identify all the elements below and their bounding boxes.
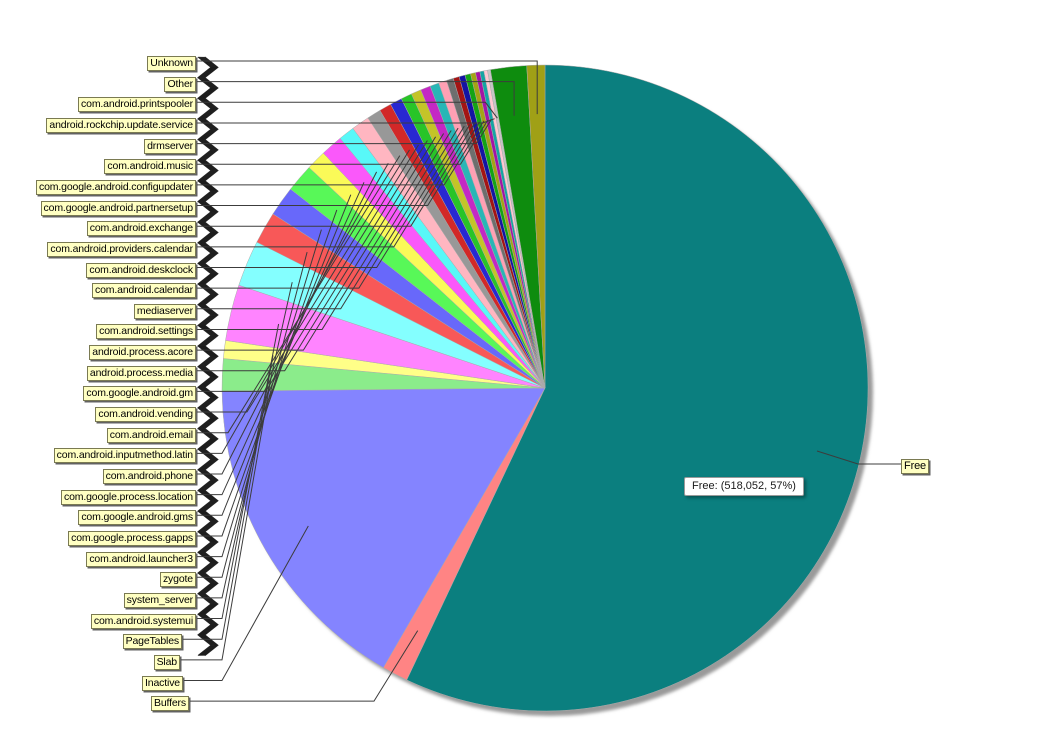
leader-line-com.google.process.gapps	[197, 209, 338, 537]
leader-line-com.google.android.configupdater	[197, 120, 485, 186]
leader-line-com.android.inputmethod.latin	[197, 162, 389, 454]
leader-line-drmserver	[197, 119, 492, 145]
leader-line-android.process.acore	[197, 136, 437, 351]
free-callout: Free	[901, 456, 930, 474]
leader-bundle	[204, 56, 219, 656]
leader-line-com.android.music	[197, 119, 489, 165]
pie-slice-Free[interactable]	[406, 64, 869, 712]
leader-bundle	[202, 56, 218, 656]
leader-line-Free	[816, 450, 901, 465]
leader-line-com.google.process.location	[197, 182, 365, 496]
leader-line-com.android.calendar	[197, 127, 459, 289]
leader-line-Slab	[181, 376, 272, 661]
leader-bundle	[201, 56, 217, 656]
leader-line-android.process.media	[197, 140, 428, 372]
leader-line-com.android.printspooler	[197, 101, 498, 119]
leader-bundle	[198, 56, 213, 656]
leader-line-Unknown	[197, 60, 538, 115]
free-tooltip: Free: (518,052, 57%)	[684, 477, 804, 496]
leader-line-system_server	[197, 282, 293, 599]
leader-line-com.android.vending	[197, 149, 410, 413]
leader-line-com.android.providers.calendar	[197, 124, 471, 248]
leader-bundle	[200, 56, 216, 656]
leader-line-PageTables	[183, 355, 274, 640]
pie-slice-Unknown[interactable]	[526, 64, 546, 389]
leader-line-com.android.systemui	[197, 323, 280, 620]
leader-line-zygote	[197, 251, 308, 578]
free-callout-label: Free	[901, 459, 930, 474]
leader-line-mediaserver	[197, 130, 452, 310]
leader-bundle	[199, 56, 215, 656]
leader-line-com.android.phone	[197, 171, 378, 475]
leader-line-Inactive	[184, 525, 309, 681]
leader-line-com.android.settings	[197, 133, 445, 330]
leader-line-Other	[197, 81, 515, 116]
leader-line-com.android.exchange	[197, 122, 476, 227]
leader-line-com.android.launcher3	[197, 229, 322, 558]
leader-line-com.android.deskclock	[197, 125, 465, 268]
leader-line-com.google.android.partnersetup	[197, 121, 480, 207]
leader-line-com.google.android.gms	[197, 194, 352, 516]
leader-line-com.android.email	[197, 155, 401, 434]
leader-bundle	[197, 56, 212, 656]
leader-line-Buffers	[190, 630, 419, 702]
free-tooltip-text: Free: (518,052, 57%)	[692, 480, 796, 492]
pie-slice-Inactive[interactable]	[221, 387, 546, 668]
